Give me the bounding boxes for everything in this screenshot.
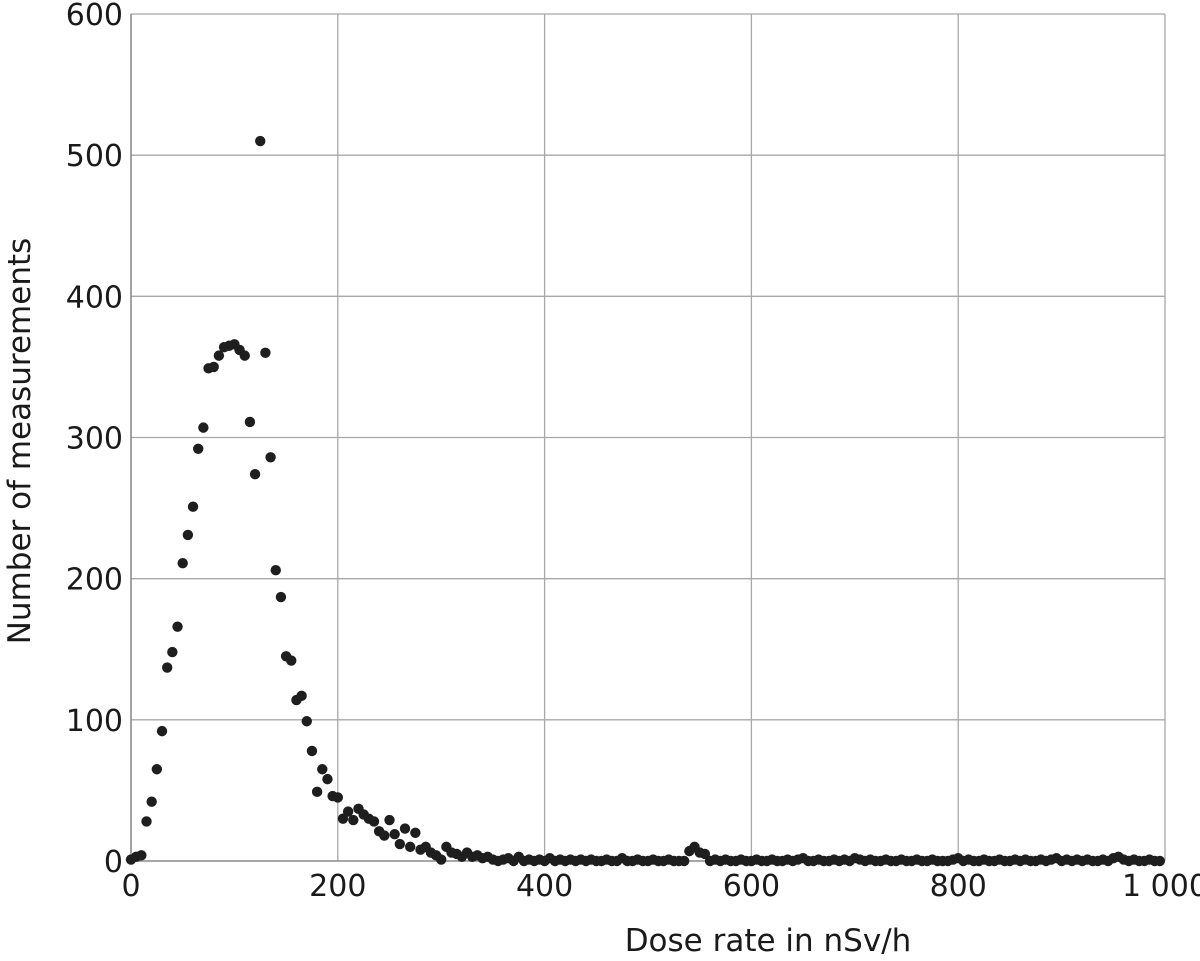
data-point: [394, 838, 406, 850]
data-point: [265, 452, 276, 463]
y-tick-label: 0: [104, 845, 123, 880]
data-point: [239, 350, 250, 361]
data-point: [368, 816, 380, 827]
data-point: [146, 796, 157, 807]
data-point: [311, 786, 323, 798]
data-point: [244, 416, 256, 428]
x-tick-label: 1 000: [1122, 869, 1200, 904]
data-point: [399, 823, 411, 834]
data-point: [161, 662, 173, 673]
x-tick-label: 600: [723, 869, 780, 904]
data-point: [182, 529, 194, 541]
data-point: [141, 816, 152, 827]
data-point: [301, 716, 312, 727]
data-point: [193, 443, 204, 454]
data-point: [317, 764, 328, 775]
x-tick-label: 400: [516, 869, 573, 904]
x-tick-label: 0: [121, 869, 140, 904]
data-point: [410, 827, 421, 838]
data-point: [342, 806, 354, 817]
data-point: [208, 361, 219, 373]
x-tick-label: 200: [309, 869, 366, 904]
data-point: [260, 347, 271, 358]
data-point: [384, 814, 395, 826]
data-point: [275, 591, 287, 603]
data-point: [1154, 855, 1166, 867]
y-axis-title: Number of measurements: [2, 238, 38, 645]
data-point: [213, 350, 225, 361]
tick-labels: 0 200 400 600 800 1 000 0 100 200 300 400 500 600: [66, 0, 1200, 904]
x-axis-title: Dose rate in nSv/h: [625, 923, 912, 959]
data-point: [249, 469, 261, 480]
data-point: [322, 773, 333, 785]
data-point: [270, 564, 281, 576]
data-point: [296, 690, 307, 702]
data-point: [404, 841, 416, 853]
data-point: [436, 854, 447, 865]
data-point: [389, 828, 400, 840]
data-point: [678, 855, 690, 867]
data-point: [306, 745, 318, 757]
data-point: [156, 725, 168, 737]
data-point: [167, 646, 178, 658]
data-point: [286, 655, 297, 666]
y-tick-label: 300: [66, 422, 123, 457]
data-point: [255, 135, 266, 147]
data-point: [151, 764, 163, 775]
y-tick-label: 500: [66, 139, 123, 174]
data-point: [172, 621, 183, 632]
data-point: [379, 830, 390, 841]
data-point: [136, 850, 147, 861]
y-tick-label: 200: [66, 563, 123, 598]
y-tick-label: 400: [66, 280, 123, 315]
data-points: [125, 135, 1166, 867]
x-tick-label: 800: [930, 869, 987, 904]
data-point: [177, 557, 188, 569]
data-point: [348, 814, 359, 826]
y-tick-label: 100: [66, 704, 123, 739]
data-point: [332, 792, 343, 803]
y-tick-label: 600: [66, 0, 123, 33]
data-point: [198, 422, 209, 433]
data-point: [187, 501, 199, 512]
